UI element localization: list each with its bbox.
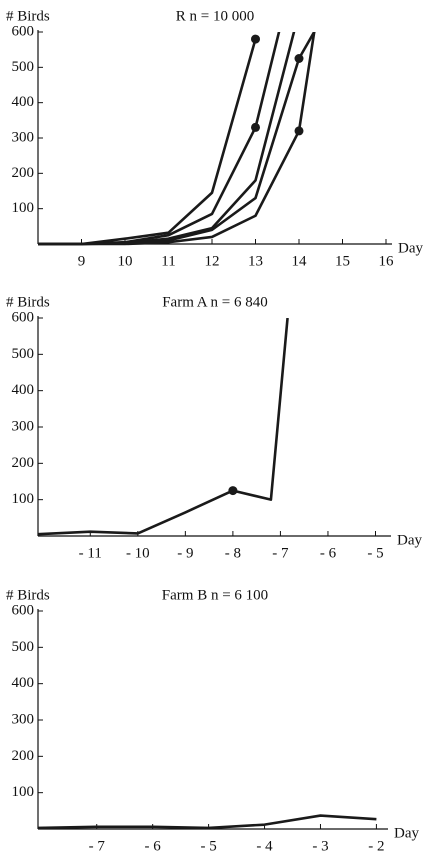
data-point — [251, 122, 260, 132]
chart-title: Farm B n = 6 100 — [162, 587, 268, 603]
data-point — [228, 486, 238, 496]
x-tick-label: - 7 — [89, 838, 106, 854]
y-tick-label: 200 — [12, 748, 35, 764]
x-axis-label: Day — [397, 532, 422, 548]
y-tick-label: 200 — [12, 455, 35, 471]
y-tick-label: 400 — [12, 94, 35, 110]
x-tick-label: - 7 — [272, 545, 289, 561]
y-tick-label: 100 — [12, 491, 35, 507]
data-line — [38, 32, 316, 246]
y-axis-label: # Birds — [6, 294, 50, 310]
x-tick-label: - 5 — [200, 838, 216, 854]
y-tick-label: 600 — [12, 602, 35, 618]
chart-title: Farm A n = 6 840 — [162, 294, 268, 310]
x-tick-label: - 3 — [312, 838, 328, 854]
y-tick-label: 500 — [12, 59, 35, 75]
data-line — [37, 814, 377, 830]
data-point — [294, 126, 304, 136]
chart-panel: # Birds Farm B n = 6 100 Day 100 200 300 400 50… — [6, 587, 419, 854]
y-tick-label: 400 — [12, 675, 35, 691]
y-tick-label: 300 — [12, 711, 35, 727]
y-tick-label: 500 — [12, 639, 35, 655]
x-tick-label: - 6 — [320, 545, 337, 561]
x-tick-label: 15 — [335, 253, 350, 269]
x-axis-label: Day — [398, 240, 423, 256]
data-line — [38, 38, 257, 246]
y-tick-label: 600 — [12, 23, 35, 39]
x-tick-label: - 10 — [126, 545, 150, 561]
y-tick-label: 500 — [12, 346, 35, 362]
y-tick-label: 300 — [12, 129, 35, 145]
x-tick-label: 9 — [78, 253, 86, 269]
chart-panel: # Birds R n = 10 000 Day 100 200 300 400 500 600… — [6, 8, 423, 269]
y-tick-label: 600 — [12, 309, 35, 325]
y-axis-label: # Birds — [6, 8, 50, 24]
x-tick-label: 11 — [161, 253, 175, 269]
x-tick-label: - 9 — [177, 545, 193, 561]
x-tick-label: - 4 — [256, 838, 273, 854]
y-tick-label: 300 — [12, 418, 35, 434]
data-point — [294, 54, 304, 63]
y-tick-label: 100 — [12, 200, 35, 216]
x-tick-label: - 11 — [79, 545, 102, 561]
x-tick-label: - 2 — [368, 838, 384, 854]
data-line — [38, 32, 316, 246]
x-tick-label: - 8 — [225, 545, 241, 561]
x-axis-label: Day — [394, 825, 419, 841]
y-tick-label: 400 — [12, 382, 35, 398]
y-tick-label: 100 — [12, 784, 35, 800]
data-point — [251, 34, 260, 44]
x-tick-label: 16 — [379, 253, 395, 269]
x-tick-label: 14 — [292, 253, 308, 269]
y-axis-label: # Birds — [6, 587, 50, 603]
x-tick-label: - 5 — [367, 545, 383, 561]
x-tick-label: 12 — [205, 253, 220, 269]
x-tick-label: - 6 — [145, 838, 162, 854]
chart-title: R n = 10 000 — [176, 8, 254, 24]
chart-panel: # Birds Farm A n = 6 840 Day 100 200 300 400 50… — [6, 294, 422, 561]
x-tick-label: 13 — [248, 253, 263, 269]
data-line — [37, 318, 289, 536]
y-tick-label: 200 — [12, 165, 35, 181]
x-tick-label: 10 — [118, 253, 133, 269]
